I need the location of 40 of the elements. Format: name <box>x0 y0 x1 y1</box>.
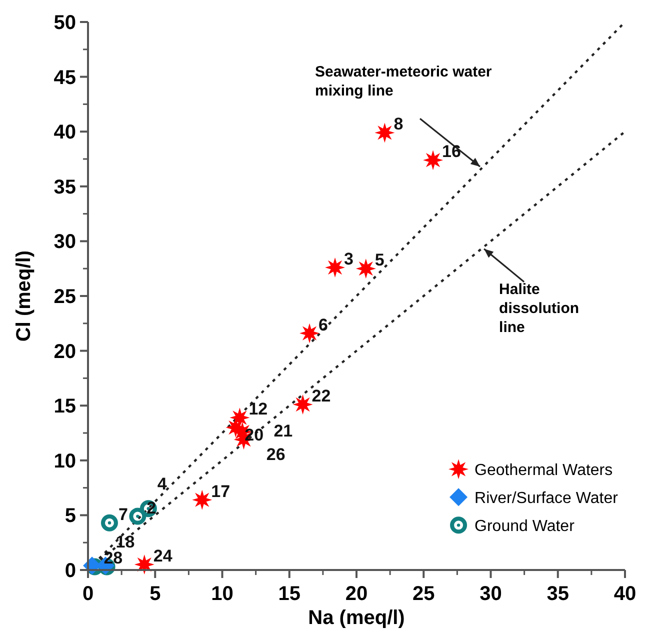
annotation: 22 <box>312 386 331 406</box>
y-tick-label: 0 <box>64 560 76 582</box>
y-tick-label: 40 <box>54 122 76 144</box>
x-tick-label: 5 <box>150 583 161 605</box>
y-tick-label: 20 <box>54 340 76 363</box>
y-tick-label: 35 <box>54 176 76 198</box>
x-tick-label: 40 <box>614 583 636 605</box>
annotation: Halite dissolution line <box>499 280 580 336</box>
x-tick-label: 15 <box>278 583 300 605</box>
x-tick-label: 0 <box>82 583 94 605</box>
x-tick-label: 20 <box>345 583 368 605</box>
annotation: 21 <box>274 422 293 441</box>
annotation: 3 <box>344 250 354 269</box>
annotation: Seawater-meteoric water mixing line <box>315 64 492 100</box>
annotation: 5 <box>374 250 384 270</box>
y-axis-title: Cl (meq/l) <box>13 250 35 342</box>
annotation: 26 <box>266 444 286 464</box>
x-tick-label: 10 <box>211 583 234 605</box>
legend-label: Geothermal Waters <box>474 462 613 480</box>
y-tick-label: 45 <box>54 66 76 89</box>
y-tick-label: 15 <box>54 396 76 418</box>
annotation: 6 <box>318 315 328 334</box>
annotation: 24 <box>153 546 173 566</box>
y-tick-label: 10 <box>54 450 76 472</box>
y-tick-label: 30 <box>54 231 76 254</box>
x-axis-title: Na (meq/l) <box>308 607 405 629</box>
annotation: 17 <box>211 482 230 501</box>
annotation: 16 <box>442 142 461 162</box>
legend-label: Ground Water <box>474 518 576 536</box>
annotation: 7 <box>118 504 128 524</box>
legend-label: River/Surface Water <box>474 490 619 508</box>
annotation: 4 <box>157 474 168 494</box>
annotation: 12 <box>248 400 268 419</box>
y-tick-label: 50 <box>54 12 76 34</box>
y-tick-label: 25 <box>54 286 76 308</box>
x-tick-label: 25 <box>412 583 435 605</box>
x-tick-label: 35 <box>546 583 569 605</box>
x-tick-label: 30 <box>480 583 502 605</box>
annotation: 8 <box>394 114 404 134</box>
y-tick-label: 5 <box>64 505 76 528</box>
